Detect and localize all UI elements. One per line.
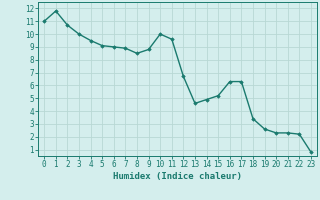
X-axis label: Humidex (Indice chaleur): Humidex (Indice chaleur) [113, 172, 242, 181]
